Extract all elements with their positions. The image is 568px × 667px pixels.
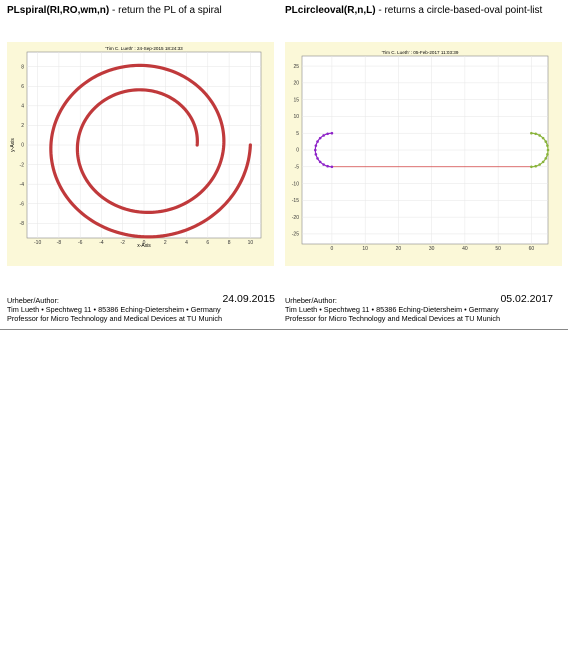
y-tick-label: 5 xyxy=(296,131,299,137)
right-arc-point xyxy=(541,136,545,140)
author-title: Professor for Micro Technology and Medic… xyxy=(7,314,223,323)
left-arc-point xyxy=(326,132,329,136)
y-tick-label: 6 xyxy=(21,84,24,90)
y-tick-label: 10 xyxy=(293,114,299,120)
author-label: Urheber/Author: xyxy=(7,296,59,305)
left-arc-point xyxy=(318,136,322,140)
right-arc-point xyxy=(546,148,550,152)
y-tick-label: -20 xyxy=(292,215,299,221)
y-tick-label: -2 xyxy=(20,162,25,168)
right-arc-point xyxy=(538,163,541,166)
separator-line xyxy=(0,329,568,330)
right-arc-point xyxy=(544,140,548,143)
x-tick-label: 10 xyxy=(248,240,254,246)
function-signature: PLcircleoval(R,n,L) xyxy=(285,5,376,16)
x-tick-label: 0 xyxy=(143,240,146,246)
plot-title: 'Tim C. Lueth' : 24-Sep-2015 18:24:33 xyxy=(105,46,183,51)
left-arc-point xyxy=(330,131,334,135)
x-tick-label: -10 xyxy=(34,240,41,246)
left-author-block: Urheber/Author: 24.09.2015 Tim Lueth • S… xyxy=(7,293,275,323)
left-arc-point xyxy=(313,148,317,152)
x-tick-label: 2 xyxy=(164,240,167,246)
left-arc-point xyxy=(316,157,319,160)
author-title: Professor for Micro Technology and Medic… xyxy=(285,314,501,323)
y-tick-label: 2 xyxy=(21,123,24,129)
spiral-plot: -10 -8 -6 -4 -2 0 2 4 6 8 10 8 6 4 2 0 -2 -4 -6 -8 'Tim C.… xyxy=(10,46,262,249)
y-tick-label: 0 xyxy=(21,143,24,149)
x-tick-label: 30 xyxy=(429,246,435,252)
y-tick-label: -25 xyxy=(292,232,299,238)
left-arc-point xyxy=(322,163,325,166)
y-tick-label: -6 xyxy=(20,201,25,207)
y-tick-label: 8 xyxy=(21,64,24,70)
right-arc-point xyxy=(534,132,537,136)
x-tick-label: 4 xyxy=(185,240,188,246)
publish-date: 05.02.2017 xyxy=(500,293,553,305)
publish-date: 24.09.2015 xyxy=(222,293,275,305)
x-tick-label: 10 xyxy=(362,246,368,252)
left-arc-point xyxy=(326,164,329,168)
y-tick-label: 4 xyxy=(21,104,24,110)
left-arc-point xyxy=(318,160,322,164)
spiral-figure: -10 -8 -6 -4 -2 0 2 4 6 8 10 8 6 4 2 0 -2 -4 -6 -8 'Tim C.… xyxy=(7,42,274,266)
x-tick-label: 0 xyxy=(331,246,334,252)
x-tick-label: 60 xyxy=(529,246,535,252)
right-arc-point xyxy=(534,164,537,168)
y-tick-label: -5 xyxy=(295,164,300,170)
x-tick-label: -8 xyxy=(57,240,62,246)
y-tick-label: 25 xyxy=(293,64,299,70)
right-arc-point xyxy=(538,134,541,137)
left-arc-point xyxy=(316,140,319,143)
right-arc-point xyxy=(544,157,548,160)
y-tick-label: -4 xyxy=(20,182,25,188)
right-arc-point xyxy=(546,144,549,147)
function-signature: PLspiral(RI,RO,wm,n) xyxy=(7,5,110,16)
left-arc-point xyxy=(330,165,334,169)
y-tick-label: -8 xyxy=(20,221,25,227)
x-tick-label: 40 xyxy=(462,246,468,252)
function-description: - return the PL of a spiral xyxy=(109,5,222,16)
right-arc-point xyxy=(530,165,533,169)
x-tick-label: -6 xyxy=(78,240,83,246)
author-address: Tim Lueth • Spechtweg 11 • 85386 Eching-… xyxy=(285,305,499,314)
oval-figure: 0 10 20 30 40 50 60 25 20 15 10 5 0 -5 -10 -15 -20 -25 '… xyxy=(285,42,562,266)
author-label: Urheber/Author: xyxy=(285,296,337,305)
x-tick-label: -4 xyxy=(99,240,104,246)
y-axis-label: y-Axis xyxy=(10,138,16,152)
right-arc-point xyxy=(546,153,549,156)
y-tick-label: -10 xyxy=(292,181,299,187)
right-arc-point xyxy=(541,160,545,164)
x-tick-label: 8 xyxy=(228,240,231,246)
left-arc-point xyxy=(314,144,318,147)
y-tick-label: 0 xyxy=(296,148,299,154)
plot-title: 'Tim C. Lueth' : 05-Feb-2017 11:03:39 xyxy=(382,50,459,55)
left-heading: PLspiral(RI,RO,wm,n) - return the PL of … xyxy=(7,5,222,16)
x-tick-label: 50 xyxy=(495,246,501,252)
x-tick-label: -2 xyxy=(121,240,126,246)
x-tick-label: 20 xyxy=(396,246,402,252)
right-author-block: Urheber/Author: 05.02.2017 Tim Lueth • S… xyxy=(285,293,553,323)
spiral-line xyxy=(49,63,252,239)
function-description: - returns a circle-based-oval point-list xyxy=(375,5,543,16)
left-arc-point xyxy=(314,153,318,156)
y-tick-label: -15 xyxy=(292,198,299,204)
right-arc-point xyxy=(530,131,533,135)
author-address: Tim Lueth • Spechtweg 11 • 85386 Eching-… xyxy=(7,305,221,314)
y-tick-label: 20 xyxy=(293,81,299,87)
left-arc-point xyxy=(322,134,325,137)
right-heading: PLcircleoval(R,n,L) - returns a circle-b… xyxy=(285,5,542,16)
x-tick-label: 6 xyxy=(206,240,209,246)
y-tick-label: 15 xyxy=(293,97,299,103)
x-axis-label: x-Axis xyxy=(137,243,151,249)
